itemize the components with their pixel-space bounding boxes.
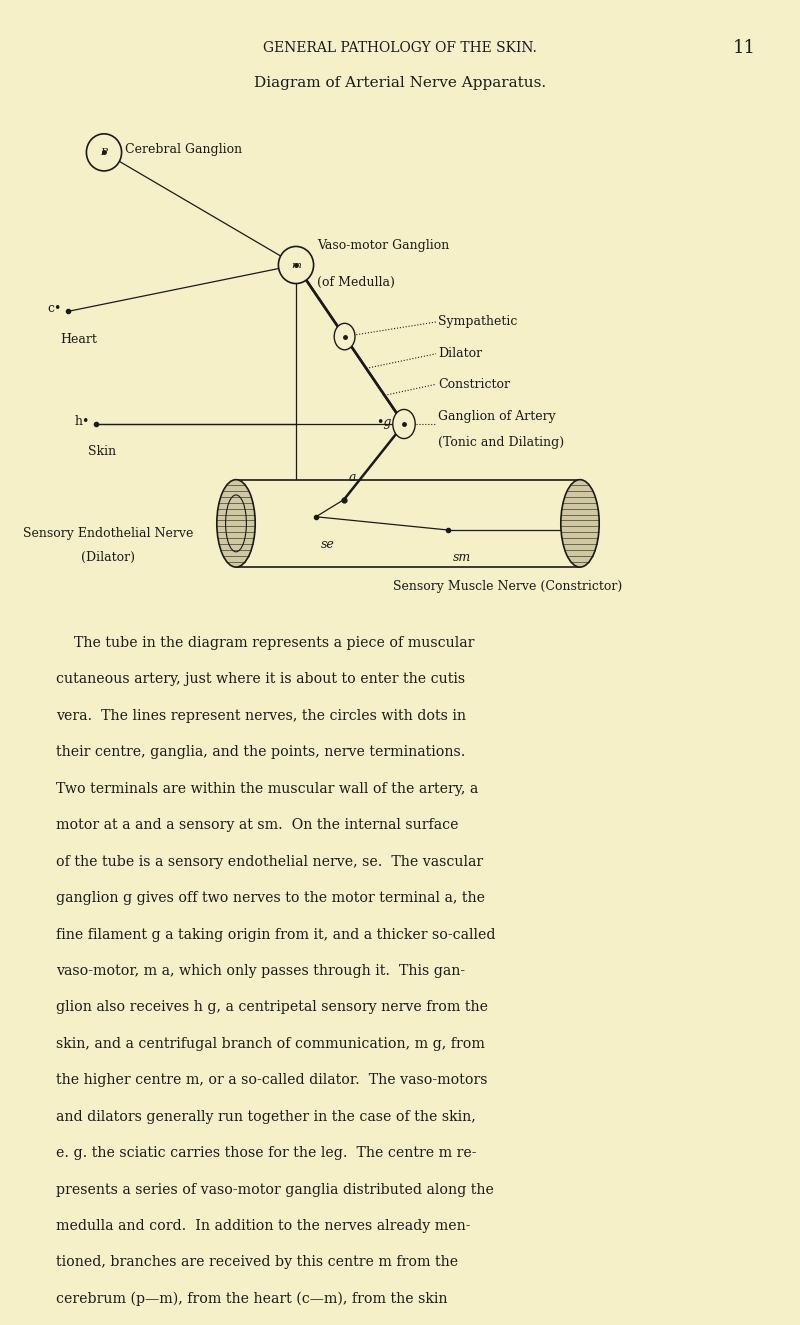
Text: Heart: Heart <box>60 333 97 346</box>
Text: The tube in the diagram represents a piece of muscular: The tube in the diagram represents a pie… <box>56 636 474 651</box>
Text: sm: sm <box>453 551 471 564</box>
Text: P: P <box>101 148 107 156</box>
Text: (Tonic and Dilating): (Tonic and Dilating) <box>438 436 565 449</box>
Text: glion also receives h g, a centripetal sensory nerve from the: glion also receives h g, a centripetal s… <box>56 1000 488 1015</box>
Ellipse shape <box>561 480 599 567</box>
Text: Ganglion of Artery: Ganglion of Artery <box>438 409 556 423</box>
Ellipse shape <box>217 480 255 567</box>
Text: motor at a and a sensory at sm.  On the internal surface: motor at a and a sensory at sm. On the i… <box>56 818 458 832</box>
Text: (Dilator): (Dilator) <box>81 551 135 564</box>
Text: 11: 11 <box>733 38 755 57</box>
Text: their centre, ganglia, and the points, nerve terminations.: their centre, ganglia, and the points, n… <box>56 745 466 759</box>
Text: Diagram of Arterial Nerve Apparatus.: Diagram of Arterial Nerve Apparatus. <box>254 77 546 90</box>
Text: vera.  The lines represent nerves, the circles with dots in: vera. The lines represent nerves, the ci… <box>56 709 466 723</box>
FancyBboxPatch shape <box>236 480 580 567</box>
Text: •g: •g <box>376 416 391 429</box>
Text: e. g. the sciatic carries those for the leg.  The centre m re-: e. g. the sciatic carries those for the … <box>56 1146 477 1161</box>
Text: Sensory Endothelial Nerve: Sensory Endothelial Nerve <box>23 527 193 541</box>
Ellipse shape <box>334 323 355 350</box>
Text: skin, and a centrifugal branch of communication, m g, from: skin, and a centrifugal branch of commun… <box>56 1036 485 1051</box>
Text: ganglion g gives off two nerves to the motor terminal a, the: ganglion g gives off two nerves to the m… <box>56 892 485 905</box>
Text: Sympathetic: Sympathetic <box>438 315 518 329</box>
Text: the higher centre m, or a so-called dilator.  The vaso-motors: the higher centre m, or a so-called dila… <box>56 1073 487 1088</box>
Text: (of Medulla): (of Medulla) <box>317 276 394 289</box>
Text: fine filament g a taking origin from it, and a thicker so-called: fine filament g a taking origin from it,… <box>56 927 495 942</box>
Text: Constrictor: Constrictor <box>438 378 510 391</box>
Text: m: m <box>291 261 301 269</box>
Text: cutaneous artery, just where it is about to enter the cutis: cutaneous artery, just where it is about… <box>56 673 465 686</box>
Ellipse shape <box>278 246 314 284</box>
Text: Two terminals are within the muscular wall of the artery, a: Two terminals are within the muscular wa… <box>56 782 478 796</box>
Text: and dilators generally run together in the case of the skin,: and dilators generally run together in t… <box>56 1109 476 1124</box>
Text: c•: c• <box>47 302 62 315</box>
Text: medulla and cord.  In addition to the nerves already men-: medulla and cord. In addition to the ner… <box>56 1219 470 1234</box>
Text: tioned, branches are received by this centre m from the: tioned, branches are received by this ce… <box>56 1256 458 1269</box>
Text: a: a <box>349 470 356 484</box>
Ellipse shape <box>393 409 415 439</box>
Text: presents a series of vaso-motor ganglia distributed along the: presents a series of vaso-motor ganglia … <box>56 1182 494 1196</box>
Text: cerebrum (p—m), from the heart (c—m), from the skin: cerebrum (p—m), from the heart (c—m), fr… <box>56 1292 447 1306</box>
Text: Dilator: Dilator <box>438 347 482 360</box>
Ellipse shape <box>86 134 122 171</box>
Text: se: se <box>321 538 334 551</box>
Text: vaso-motor, m a, which only passes through it.  This gan-: vaso-motor, m a, which only passes throu… <box>56 965 465 978</box>
Text: of the tube is a sensory endothelial nerve, se.  The vascular: of the tube is a sensory endothelial ner… <box>56 855 483 869</box>
Text: Skin: Skin <box>88 445 116 458</box>
Text: h•: h• <box>74 415 90 428</box>
Text: Sensory Muscle Nerve (Constrictor): Sensory Muscle Nerve (Constrictor) <box>394 580 622 594</box>
Text: GENERAL PATHOLOGY OF THE SKIN.: GENERAL PATHOLOGY OF THE SKIN. <box>263 41 537 54</box>
Text: Cerebral Ganglion: Cerebral Ganglion <box>125 143 242 156</box>
Text: Vaso-motor Ganglion: Vaso-motor Ganglion <box>317 238 449 252</box>
